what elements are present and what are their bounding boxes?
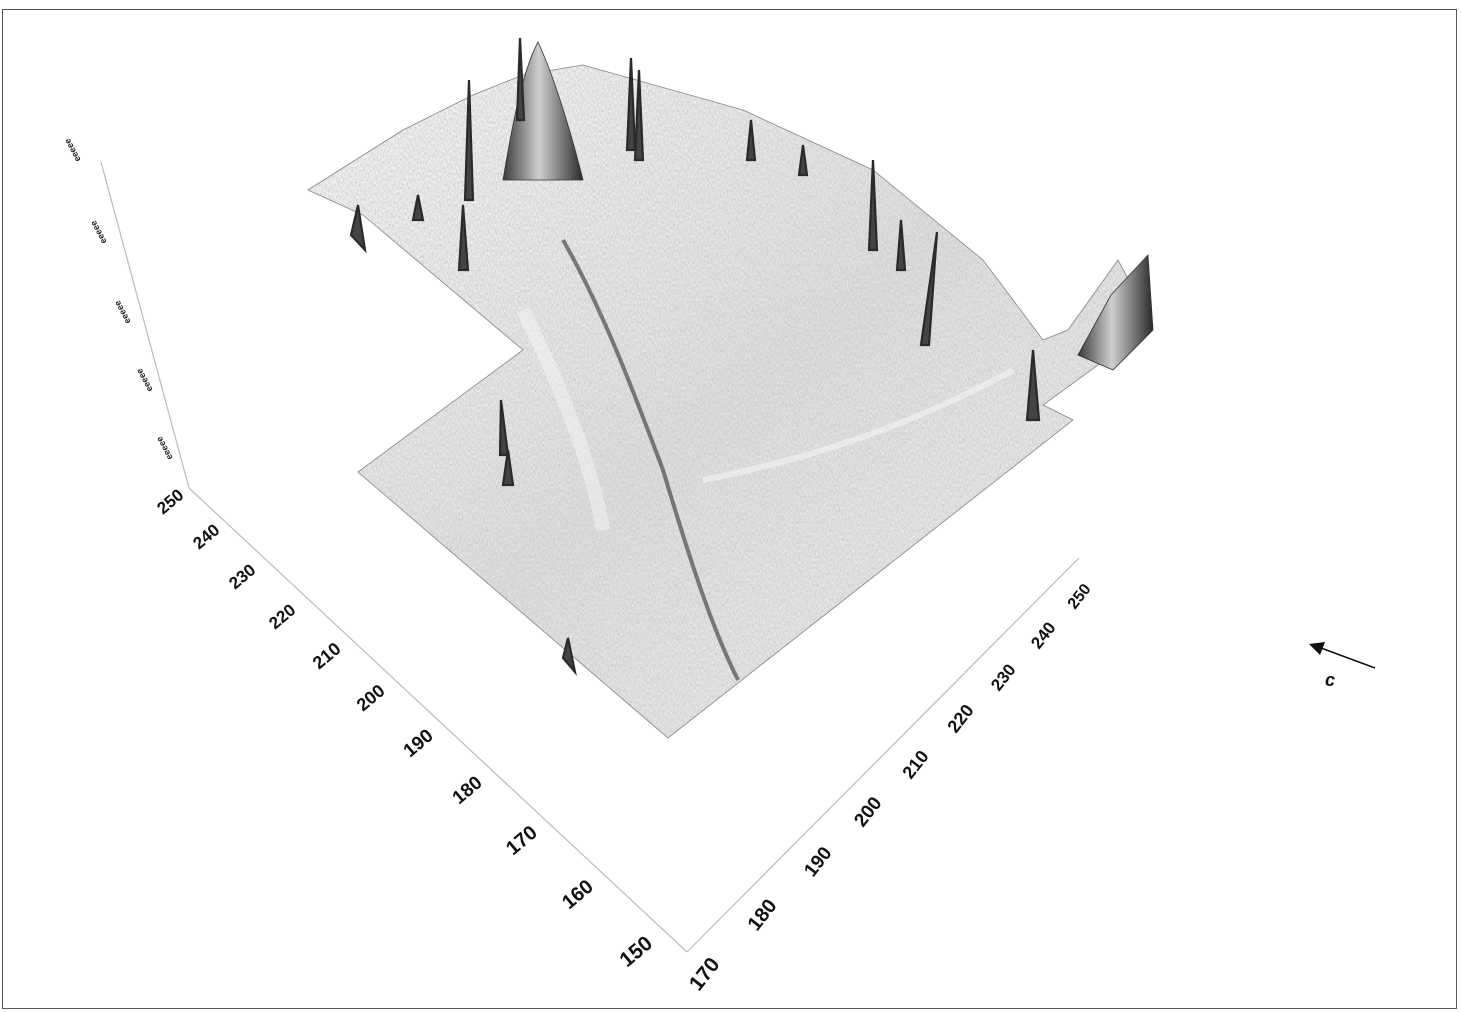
x-tick-label: 150 <box>615 932 657 972</box>
y-tick-label: 230 <box>987 660 1019 694</box>
z-axis-line <box>100 161 190 489</box>
x-axis-line <box>188 487 688 953</box>
spike <box>919 231 939 347</box>
direction-label: c <box>1325 670 1335 690</box>
y-tick-label: 240 <box>1027 618 1059 652</box>
valley-streak-2 <box>702 367 1015 483</box>
y-tick-label: 190 <box>800 843 836 881</box>
direction-arrow-line <box>1320 647 1376 669</box>
x-tick-label: 190 <box>400 725 438 761</box>
z-tick-label: ǝǝǝǝǝ <box>155 434 176 461</box>
z-tick-label: ǝǝǝǝǝ <box>135 366 156 393</box>
x-tick-label: 250 <box>153 485 187 518</box>
spike <box>633 69 645 162</box>
spike <box>867 159 879 252</box>
spike <box>515 37 526 122</box>
arrow-head-icon <box>1309 642 1325 655</box>
axes <box>100 161 1080 953</box>
valley-streak <box>561 239 740 681</box>
y-tick-label: 170 <box>685 953 725 995</box>
x-tick-label: 170 <box>502 822 542 860</box>
spike <box>1025 349 1041 422</box>
spike <box>498 399 510 457</box>
z-tick-label: ǝǝǝǝǝ <box>63 136 84 163</box>
valley-ridge <box>516 306 610 532</box>
direction-indicator: c <box>1309 642 1376 690</box>
z-tick-label: ǝǝǝǝǝ <box>89 218 110 245</box>
spike <box>501 449 515 487</box>
spike <box>745 119 757 162</box>
x-tick-label: 230 <box>225 560 259 593</box>
surface <box>307 37 1154 739</box>
spikes <box>349 37 1041 676</box>
x-tick-label: 220 <box>265 600 299 633</box>
z-axis-ticks: ǝǝǝǝǝ ǝǝǝǝǝ ǝǝǝǝǝ ǝǝǝǝǝ ǝǝǝǝǝ <box>63 136 176 461</box>
spike <box>561 637 577 676</box>
spike <box>463 79 475 202</box>
plot-frame: 250 240 230 220 210 200 190 180 170 160 … <box>2 9 1457 1009</box>
right-edge-ridge <box>1077 254 1154 371</box>
x-tick-label: 200 <box>353 680 389 715</box>
x-tick-label: 240 <box>189 520 223 553</box>
spike <box>457 204 470 272</box>
y-tick-label: 220 <box>943 700 977 736</box>
surface-texture <box>308 65 1153 738</box>
spike <box>797 144 809 177</box>
y-tick-label: 200 <box>850 793 886 831</box>
surface-plot-3d: 250 240 230 220 210 200 190 180 170 160 … <box>63 37 1376 995</box>
y-tick-label: 250 <box>1065 581 1095 613</box>
y-axis-line <box>686 557 1080 953</box>
x-tick-label: 160 <box>558 876 598 914</box>
spike <box>349 204 367 254</box>
main-peak <box>502 41 584 181</box>
spike <box>895 219 907 272</box>
x-tick-label: 210 <box>309 638 345 673</box>
x-tick-label: 180 <box>449 772 487 808</box>
spike <box>625 57 637 152</box>
z-tick-label: ǝǝǝǝǝ <box>113 298 134 325</box>
y-tick-label: 180 <box>744 895 782 935</box>
spike <box>411 194 425 222</box>
y-tick-label: 210 <box>898 746 932 782</box>
